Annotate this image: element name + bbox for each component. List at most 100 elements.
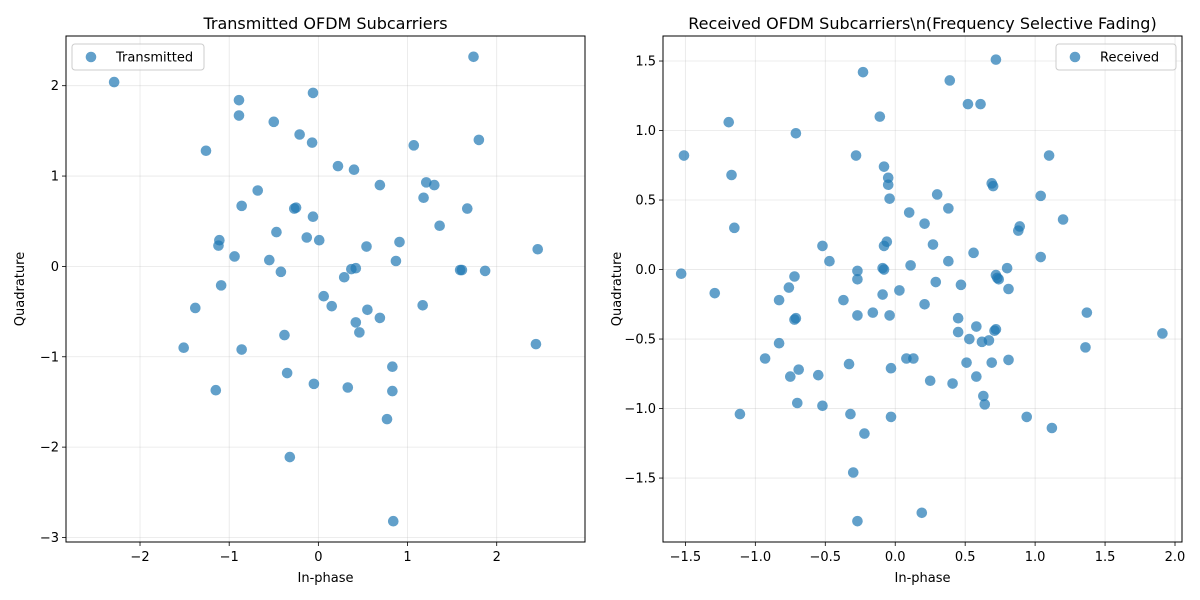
data-point <box>878 264 890 275</box>
data-point <box>307 87 319 99</box>
x-tick-label: 2 <box>493 550 501 565</box>
data-point <box>284 451 296 463</box>
data-point <box>952 312 964 324</box>
x-tick-label: −1.0 <box>740 550 772 565</box>
plot-frame <box>662 35 1183 543</box>
data-point <box>350 262 362 274</box>
data-point <box>236 344 247 355</box>
x-tick-label: 0.0 <box>885 550 906 565</box>
x-tick-label: −0.5 <box>809 550 841 565</box>
data-point <box>908 353 919 364</box>
data-point <box>943 203 954 214</box>
y-tick-label: 2 <box>51 79 59 94</box>
data-point <box>726 169 737 181</box>
data-point <box>878 240 890 252</box>
data-point <box>947 378 958 389</box>
y-tick-label: −2 <box>40 441 59 456</box>
y-tick-label: 1.0 <box>635 124 656 139</box>
received-scatter-plot: −1.5 −1.0 −0.5 0.0 0.5 1.0 1.5 2.0 −1.5 −1.0 −0.5… <box>610 14 1185 586</box>
data-point <box>955 279 967 291</box>
data-point <box>342 382 354 393</box>
data-point <box>420 177 432 188</box>
legend-label: Transmitted <box>115 51 193 66</box>
y-tick-label: −0.5 <box>624 333 656 348</box>
data-point <box>709 287 721 299</box>
data-point <box>361 241 372 252</box>
y-tick-label: 0 <box>51 260 59 275</box>
data-point <box>675 268 687 280</box>
transmitted-scatter-plot: −2 −1 0 1 2 −3 −2 −1 0 1 2 Transmitted OFDM Subca… <box>13 14 586 586</box>
data-point <box>301 232 313 243</box>
data-point <box>884 193 895 204</box>
data-point <box>417 299 429 311</box>
data-point <box>964 333 975 345</box>
data-point <box>468 51 479 63</box>
data-point <box>859 428 870 439</box>
data-point <box>961 357 972 368</box>
chart-title: Transmitted OFDM Subcarriers <box>202 14 447 33</box>
data-point <box>678 150 690 161</box>
data-point <box>845 408 856 420</box>
x-tick-label: 1.0 <box>1025 550 1046 565</box>
data-point <box>473 134 485 146</box>
y-tick-label: 0.0 <box>635 263 656 278</box>
data-point <box>983 335 995 346</box>
data-point <box>306 137 318 148</box>
data-point <box>943 255 954 267</box>
data-point <box>729 222 740 234</box>
y-axis-label: Quadrature <box>13 252 28 326</box>
data-point <box>268 116 280 128</box>
data-points <box>108 51 544 527</box>
data-point <box>789 271 800 282</box>
data-point <box>852 310 863 321</box>
data-point <box>987 180 999 192</box>
data-point <box>843 358 855 370</box>
data-point <box>817 240 828 252</box>
data-point <box>790 128 802 139</box>
data-point <box>874 111 886 122</box>
data-point <box>878 161 890 172</box>
data-point <box>931 189 943 200</box>
data-point <box>213 240 224 251</box>
y-axis-label: Quadrature <box>610 252 625 326</box>
plot-area-background <box>663 36 1182 542</box>
data-point <box>1157 328 1168 339</box>
data-point <box>307 211 319 223</box>
data-point <box>852 265 863 277</box>
data-point <box>200 145 212 157</box>
data-point <box>793 364 804 375</box>
data-point <box>903 207 915 218</box>
data-point <box>275 266 287 278</box>
data-point <box>944 75 956 86</box>
y-tick-label: 0.5 <box>635 194 656 209</box>
gridlines <box>66 36 585 542</box>
data-point <box>924 375 936 387</box>
x-axis-label: In-phase <box>895 571 951 586</box>
data-point <box>210 384 222 396</box>
x-ticks: −1.5 −1.0 −0.5 0.0 0.5 1.0 1.5 2.0 <box>670 542 1185 565</box>
data-point <box>927 239 939 250</box>
data-point <box>348 164 360 176</box>
data-point <box>252 185 264 196</box>
data-point <box>1035 251 1047 263</box>
legend-box <box>1055 43 1177 71</box>
data-point <box>930 276 942 288</box>
data-point <box>919 218 930 229</box>
data-point <box>968 247 979 259</box>
y-tick-label: −1.5 <box>624 472 656 487</box>
data-point <box>108 76 120 88</box>
data-point <box>785 371 796 382</box>
data-point <box>381 413 393 425</box>
data-point <box>318 290 330 302</box>
data-point <box>850 150 862 161</box>
data-point <box>1013 225 1024 236</box>
data-point <box>993 273 1005 285</box>
data-point <box>990 324 1002 335</box>
data-point <box>408 140 420 151</box>
x-tick-label: 1.5 <box>1095 550 1116 565</box>
data-point <box>190 302 201 314</box>
x-tick-label: 1 <box>403 550 411 565</box>
x-ticks: −2 −1 0 1 2 <box>130 542 501 565</box>
y-tick-label: 1 <box>51 170 59 185</box>
